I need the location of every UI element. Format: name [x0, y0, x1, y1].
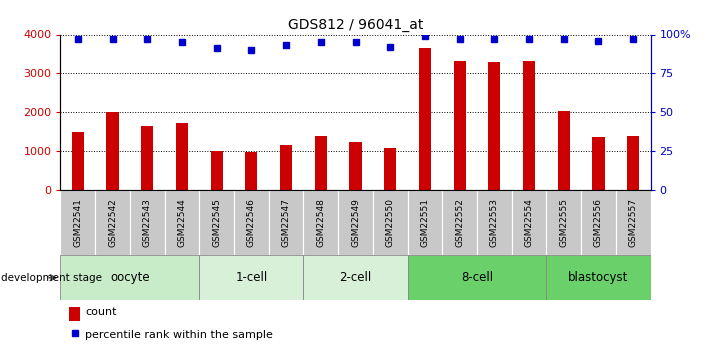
Bar [69, 296, 80, 321]
Bar [315, 136, 327, 190]
Bar [407, 255, 547, 300]
Text: 8-cell: 8-cell [461, 271, 493, 284]
Bar [419, 48, 431, 190]
Text: 2-cell: 2-cell [339, 271, 372, 284]
Text: GSM22544: GSM22544 [178, 198, 186, 247]
Bar [442, 190, 477, 255]
Bar [234, 190, 269, 255]
Bar [592, 137, 604, 190]
Bar [581, 190, 616, 255]
Bar [557, 111, 570, 190]
Text: GSM22547: GSM22547 [282, 198, 291, 247]
Bar [488, 62, 501, 190]
Bar [349, 142, 362, 190]
Text: GSM22543: GSM22543 [143, 198, 151, 247]
Bar [304, 255, 407, 300]
Bar [523, 60, 535, 190]
Bar [280, 145, 292, 190]
Bar [384, 148, 396, 190]
Bar [477, 190, 512, 255]
Bar [547, 255, 651, 300]
Bar [107, 112, 119, 190]
Bar [269, 190, 304, 255]
Text: development stage: development stage [1, 273, 102, 283]
Text: GSM22548: GSM22548 [316, 198, 326, 247]
Bar [304, 190, 338, 255]
Bar [176, 123, 188, 190]
Bar [60, 255, 199, 300]
Bar [95, 190, 130, 255]
Text: GSM22550: GSM22550 [385, 198, 395, 247]
Bar [373, 190, 407, 255]
Bar [60, 190, 95, 255]
Title: GDS812 / 96041_at: GDS812 / 96041_at [288, 18, 423, 32]
Bar [141, 127, 154, 190]
Text: GSM22551: GSM22551 [420, 198, 429, 247]
Bar [130, 190, 164, 255]
Text: GSM22549: GSM22549 [351, 198, 360, 247]
Bar [407, 190, 442, 255]
Bar [210, 151, 223, 190]
Text: oocyte: oocyte [110, 271, 150, 284]
Bar [338, 190, 373, 255]
Text: GSM22541: GSM22541 [73, 198, 82, 247]
Text: GSM22552: GSM22552 [455, 198, 464, 247]
Bar [616, 190, 651, 255]
Text: count: count [85, 307, 117, 317]
Bar [72, 131, 84, 190]
Bar [164, 190, 199, 255]
Bar [199, 255, 304, 300]
Text: GSM22553: GSM22553 [490, 198, 499, 247]
Text: GSM22556: GSM22556 [594, 198, 603, 247]
Text: GSM22555: GSM22555 [560, 198, 568, 247]
Text: GSM22546: GSM22546 [247, 198, 256, 247]
Bar [454, 60, 466, 190]
Text: GSM22557: GSM22557 [629, 198, 638, 247]
Bar [245, 152, 257, 190]
Bar [512, 190, 547, 255]
Bar [627, 136, 639, 190]
Text: GSM22542: GSM22542 [108, 198, 117, 247]
Text: 1-cell: 1-cell [235, 271, 267, 284]
Text: GSM22545: GSM22545 [212, 198, 221, 247]
Bar [547, 190, 581, 255]
Text: blastocyst: blastocyst [568, 271, 629, 284]
Bar [199, 190, 234, 255]
Text: GSM22554: GSM22554 [525, 198, 533, 247]
Text: percentile rank within the sample: percentile rank within the sample [85, 331, 273, 340]
